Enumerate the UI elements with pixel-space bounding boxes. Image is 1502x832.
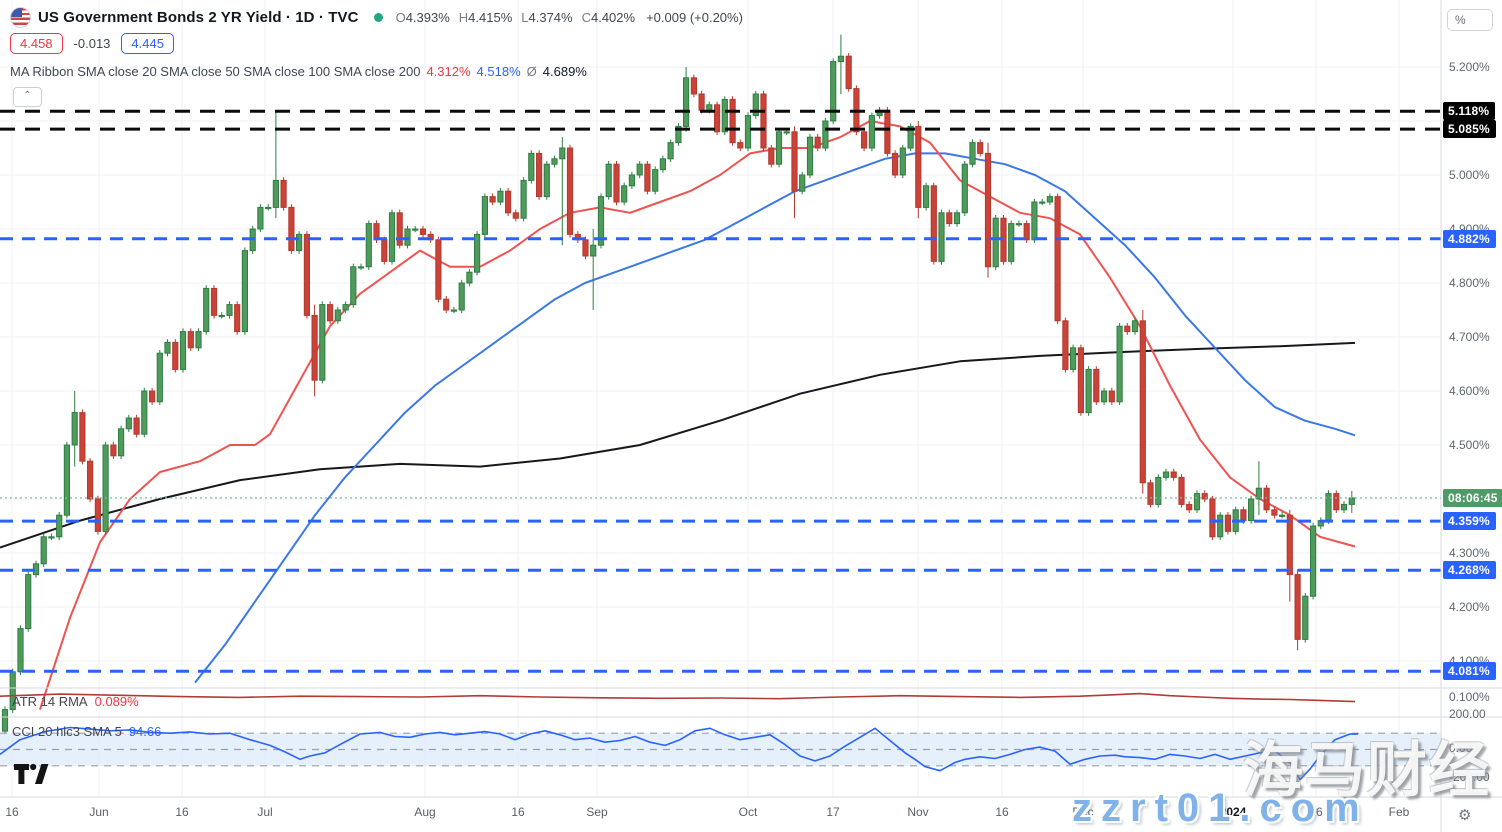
ma-average-symbol: Ø xyxy=(526,64,537,79)
spread-value: -0.013 xyxy=(73,36,111,51)
ma-ribbon-row[interactable]: MA Ribbon SMA close 20 SMA close 50 SMA … xyxy=(10,64,587,79)
ohlc-item: H4.415% xyxy=(458,10,513,25)
atr-value: 0.089% xyxy=(94,694,139,709)
watermark-site: zzrt01.com xyxy=(1072,786,1369,830)
cci-pane-label[interactable]: CCI 20 hlc3 SMA 5 94.66 xyxy=(12,724,161,739)
cci-value: 94.66 xyxy=(128,724,162,739)
ask-price-box[interactable]: 4.458 xyxy=(10,33,63,54)
bid-ask-row: 4.458 -0.013 4.445 xyxy=(10,33,174,54)
us-flag-icon xyxy=(10,7,31,28)
ma50-value: 4.518% xyxy=(476,64,521,79)
tradingview-logo[interactable] xyxy=(14,762,50,791)
market-status-icon[interactable] xyxy=(373,13,383,22)
ma200-value: 4.689% xyxy=(542,64,587,79)
ohlc-item: L4.374% xyxy=(521,10,573,25)
atr-pane-label[interactable]: ATR 14 RMA 0.089% xyxy=(12,694,139,709)
collapse-indicators-button[interactable]: ⌃ xyxy=(13,87,42,107)
watermark-chinese: 海马财经 xyxy=(1243,737,1491,804)
atr-label-text: ATR 14 RMA xyxy=(12,694,88,709)
bid-price-box[interactable]: 4.445 xyxy=(121,33,174,54)
percent-scale-button[interactable]: % xyxy=(1447,9,1493,31)
ma20-value: 4.312% xyxy=(426,64,471,79)
ohlc-item: C4.402% xyxy=(581,10,636,25)
symbol-header: US Government Bonds 2 YR Yield · 1D · TV… xyxy=(10,7,747,28)
cci-label-text: CCI 20 hlc3 SMA 5 xyxy=(12,724,122,739)
change-value: +0.009 (+0.20%) xyxy=(646,10,743,25)
ma-ribbon-label: MA Ribbon SMA close 20 SMA close 50 SMA … xyxy=(10,64,421,79)
symbol-title[interactable]: US Government Bonds 2 YR Yield · 1D · TV… xyxy=(38,9,359,26)
ohlc-item: O4.393% xyxy=(395,10,450,25)
ohlc-values: O4.393% H4.415% L4.374% C4.402% xyxy=(396,10,636,25)
gear-icon[interactable]: ⚙ xyxy=(1458,807,1472,824)
